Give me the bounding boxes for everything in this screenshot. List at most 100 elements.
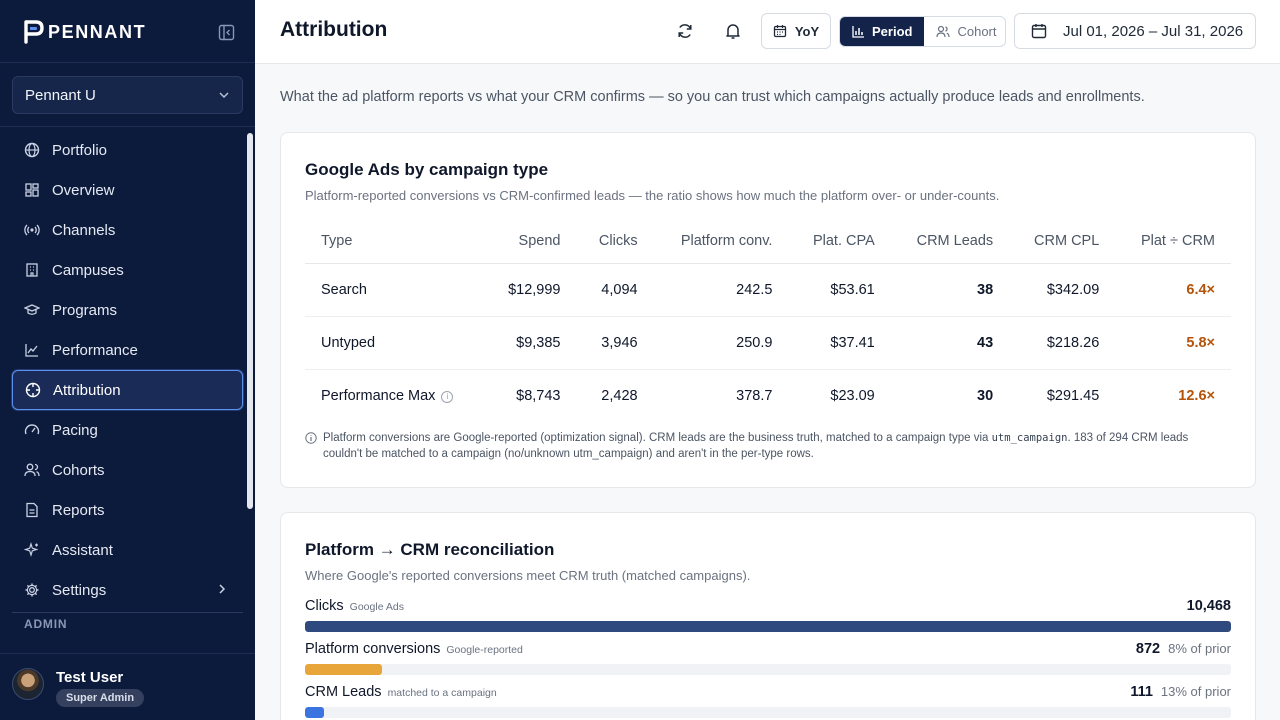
cell-type: Untyped <box>305 316 485 370</box>
sidebar-item-reports[interactable]: Reports <box>12 490 243 530</box>
cell-ratio: 12.6× <box>1178 387 1215 404</box>
sidebar-divider <box>0 62 255 63</box>
cell-clicks: 2,428 <box>601 387 638 404</box>
footnote-text: Platform conversions are Google-reported… <box>323 430 1215 462</box>
user-role-badge: Super Admin <box>56 689 145 707</box>
footnote-part: . 183 of 294 CRM leads couldn't be match… <box>323 432 1189 460</box>
collapse-sidebar-icon[interactable] <box>218 24 235 41</box>
sidebar-item-label: Cohorts <box>52 461 105 479</box>
metric-tag: Google-reported <box>446 644 523 656</box>
top-header: Attribution YoY Period Cohort Jul 01, 20… <box>255 0 1280 64</box>
gauge-icon <box>24 424 40 435</box>
column-header[interactable]: Plat. CPA <box>788 219 891 264</box>
building-icon <box>26 263 38 277</box>
info-icon <box>305 432 317 444</box>
metric-clicks: Clicks Google Ads 10,468 <box>305 597 1231 632</box>
metric-crm-leads: CRM Leads matched to a campaign 111 13% of… <box>305 683 1231 718</box>
cell-platform-conv: 242.5 <box>653 263 789 317</box>
cell-plat-cpa: $53.61 <box>788 263 891 317</box>
table-row[interactable]: Performance Max i $8,743 2,428 378.7 $23.… <box>305 369 1231 422</box>
metric-value: 111 <box>1130 684 1153 700</box>
cell-plat-cpa: $37.41 <box>788 316 891 370</box>
sidebar-item-label: Reports <box>52 501 105 519</box>
globe-icon <box>24 142 40 158</box>
cell-crm-cpl: $218.26 <box>1009 316 1116 370</box>
sidebar-item-label: Settings <box>52 581 107 599</box>
progress-track <box>305 621 1231 632</box>
chevron-down-icon <box>219 92 229 99</box>
user-name: Test User <box>56 669 124 686</box>
sidebar-item-label: Pacing <box>52 421 98 439</box>
sidebar-scrollbar[interactable] <box>247 133 253 509</box>
sidebar-item-programs[interactable]: Programs <box>12 290 243 330</box>
sidebar-divider <box>0 126 255 127</box>
card-subtitle: Where Google's reported conversions meet… <box>305 568 751 583</box>
sidebar-item-settings[interactable]: Settings <box>12 570 243 610</box>
sidebar-item-cohorts[interactable]: Cohorts <box>12 450 243 490</box>
sidebar-item-attribution[interactable]: Attribution <box>12 370 243 410</box>
sidebar-item-overview[interactable]: Overview <box>12 170 243 210</box>
metric-value: 872 <box>1135 641 1161 657</box>
gear-icon <box>25 583 39 597</box>
column-header[interactable]: CRM Leads <box>890 219 1010 264</box>
metric-tag: matched to a campaign <box>387 687 497 699</box>
calendar-icon <box>1031 24 1047 39</box>
card-subtitle: Platform-reported conversions vs CRM-con… <box>305 188 1000 203</box>
footnote-part: Platform conversions are Google-reported… <box>323 432 992 444</box>
column-header[interactable]: Plat ÷ CRM <box>1115 219 1231 264</box>
cell-platform-conv: 250.9 <box>653 316 789 370</box>
column-header[interactable]: CRM CPL <box>1009 219 1116 264</box>
sidebar-item-channels[interactable]: Channels <box>12 210 243 250</box>
date-range-picker[interactable]: Jul 01, 2026 – Jul 31, 2026 <box>1014 13 1256 49</box>
cohort-toggle[interactable]: Cohort <box>924 17 1005 46</box>
table-row[interactable]: Search $12,999 4,094 242.5 $53.61 38 $34… <box>305 263 1231 317</box>
metric-percent: 8% of prior <box>1168 641 1231 656</box>
sidebar: PENNANT Pennant U Portfolio Overview Cha… <box>0 0 255 720</box>
cell-ratio: 6.4× <box>1115 263 1231 317</box>
reconciliation-card: Platform → CRM reconciliation Where Goog… <box>280 512 1256 720</box>
metric-label: Platform conversions <box>305 641 441 657</box>
sidebar-divider <box>12 612 243 613</box>
org-select[interactable]: Pennant U <box>12 76 243 114</box>
refresh-icon[interactable] <box>676 22 694 40</box>
cell-spend: $12,999 <box>484 263 577 317</box>
file-icon <box>26 502 38 518</box>
sidebar-item-performance[interactable]: Performance <box>12 330 243 370</box>
crosshair-icon <box>25 382 41 398</box>
sidebar-item-portfolio[interactable]: Portfolio <box>12 130 243 170</box>
table-header-row: Type Spend Clicks Platform conv. Plat. C… <box>305 219 1231 264</box>
brand-name: PENNANT <box>48 21 147 42</box>
sidebar-item-label: Performance <box>52 341 138 359</box>
cell-type: Performance Max i <box>305 369 484 422</box>
cell-type: Search <box>305 263 485 317</box>
period-toggle[interactable]: Period <box>840 17 925 46</box>
line-chart-icon <box>25 344 38 357</box>
sparkles-icon <box>24 542 39 558</box>
user-profile[interactable]: Test User Super Admin <box>12 668 145 707</box>
org-select-value: Pennant U <box>25 86 96 104</box>
users-icon <box>24 463 40 477</box>
sidebar-item-pacing[interactable]: Pacing <box>12 410 243 450</box>
metric-platform-conversions: Platform conversions Google-reported 872 8… <box>305 640 1231 675</box>
yoy-button[interactable]: YoY <box>761 13 831 49</box>
chevron-right-icon <box>219 584 226 594</box>
cell-ratio: 5.8× <box>1115 316 1231 370</box>
metric-label: CRM Leads <box>305 684 382 700</box>
table-row[interactable]: Untyped $9,385 3,946 250.9 $37.41 43 $21… <box>305 316 1231 370</box>
sidebar-divider <box>0 653 255 654</box>
column-header[interactable]: Spend <box>484 219 577 264</box>
column-header[interactable]: Platform conv. <box>653 219 789 264</box>
cohort-label: Cohort <box>957 24 997 39</box>
sidebar-item-label: Portfolio <box>52 141 108 159</box>
info-icon[interactable]: i <box>441 390 454 403</box>
bell-icon[interactable] <box>724 22 742 40</box>
sidebar-item-assistant[interactable]: Assistant <box>12 530 243 570</box>
column-header[interactable]: Clicks <box>576 219 654 264</box>
metric-percent: 13% of prior <box>1160 684 1231 699</box>
sidebar-item-campuses[interactable]: Campuses <box>12 250 243 290</box>
page-title: Attribution <box>280 18 388 41</box>
column-header[interactable]: Type <box>305 219 485 264</box>
brand-logo[interactable]: PENNANT <box>24 20 146 44</box>
broadcast-icon <box>24 224 40 236</box>
footnote-code: utm_campaign <box>991 432 1068 444</box>
